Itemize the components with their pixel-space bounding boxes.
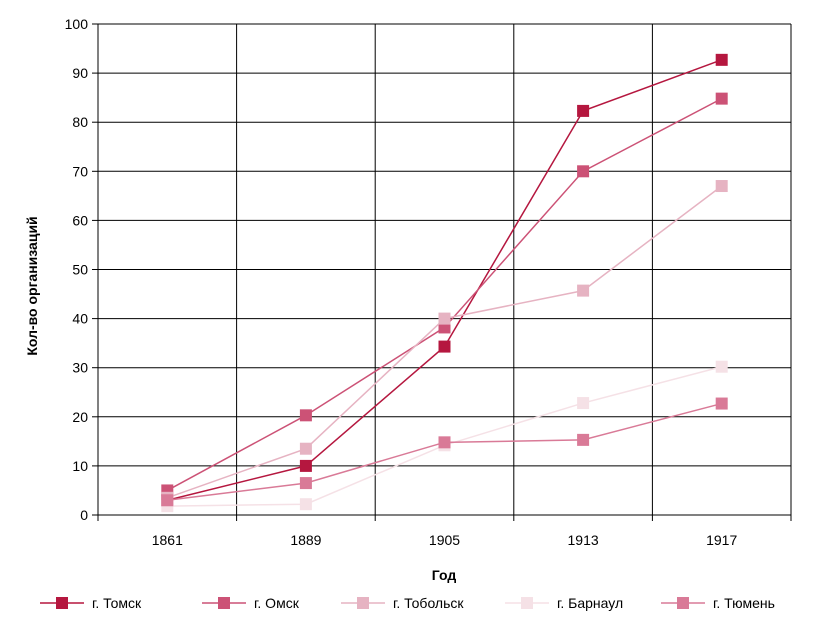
- legend-item-4: г. Барнаул: [505, 595, 623, 611]
- x-tick-label: 1905: [429, 532, 460, 548]
- y-tick-label: 0: [80, 507, 88, 523]
- legend-item-3: г. Тобольск: [341, 595, 464, 611]
- legend-label: г. Томск: [92, 595, 142, 611]
- grid: [97, 23, 792, 516]
- y-tick-label: 70: [72, 163, 88, 179]
- y-tick-label: 90: [72, 65, 88, 81]
- data-point: [715, 180, 728, 193]
- legend-item-1: г. Томск: [40, 595, 142, 611]
- y-tick-label: 20: [72, 409, 88, 425]
- data-point: [438, 436, 451, 449]
- y-tick-label: 100: [65, 16, 89, 32]
- legend-label: г. Тюмень: [713, 595, 775, 611]
- legend-marker: [521, 597, 533, 609]
- y-tick-label: 10: [72, 458, 88, 474]
- y-axis-title: Кол-во организаций: [24, 216, 40, 355]
- y-tick-label: 60: [72, 212, 88, 228]
- legend: г. Томск г. Омск г. Тобольск г. Барнаул г. Т…: [40, 595, 775, 611]
- legend-marker: [218, 597, 230, 609]
- data-point: [161, 494, 174, 507]
- data-point: [299, 442, 312, 455]
- data-point: [715, 360, 728, 373]
- x-axis-title: Год: [432, 567, 457, 583]
- data-point: [577, 104, 590, 117]
- data-point: [299, 498, 312, 511]
- data-point: [299, 409, 312, 422]
- data-point: [577, 284, 590, 297]
- y-tick-label: 50: [72, 262, 88, 278]
- data-point: [299, 477, 312, 490]
- series-line: [167, 59, 722, 501]
- legend-label: г. Тобольск: [393, 595, 464, 611]
- legend-item-2: г. Омск: [202, 595, 300, 611]
- data-point: [715, 397, 728, 410]
- y-tick-label: 40: [72, 311, 88, 327]
- legend-marker: [56, 597, 68, 609]
- x-tick-label: 1889: [290, 532, 321, 548]
- data-point: [299, 459, 312, 472]
- series-3: [161, 180, 728, 504]
- y-tick-label: 30: [72, 360, 88, 376]
- data-point: [438, 312, 451, 325]
- data-point: [577, 433, 590, 446]
- y-tick-label: 80: [72, 114, 88, 130]
- data-point: [577, 397, 590, 410]
- series-line: [166, 97, 723, 492]
- legend-marker: [677, 597, 689, 609]
- data-point: [577, 165, 590, 178]
- data-point: [715, 92, 728, 105]
- x-tick-label: 1913: [568, 532, 599, 548]
- x-tick-label: 1917: [706, 532, 737, 548]
- series-5: [161, 397, 728, 507]
- legend-label: г. Барнаул: [557, 595, 623, 611]
- series-2: [161, 92, 728, 497]
- legend-marker: [357, 597, 369, 609]
- data-point: [438, 340, 451, 353]
- legend-item-5: г. Тюмень: [661, 595, 775, 611]
- series-layer: [161, 53, 728, 513]
- x-tick-label: 1861: [152, 532, 183, 548]
- y-axis-ticks: 0 10 20 30 40 50 60 70 80 90 100: [65, 16, 98, 523]
- series-line: [167, 402, 722, 502]
- legend-label: г. Омск: [254, 595, 300, 611]
- data-point: [715, 53, 728, 66]
- x-axis-ticks: 1861 1889 1905 1913 1917: [97, 515, 792, 548]
